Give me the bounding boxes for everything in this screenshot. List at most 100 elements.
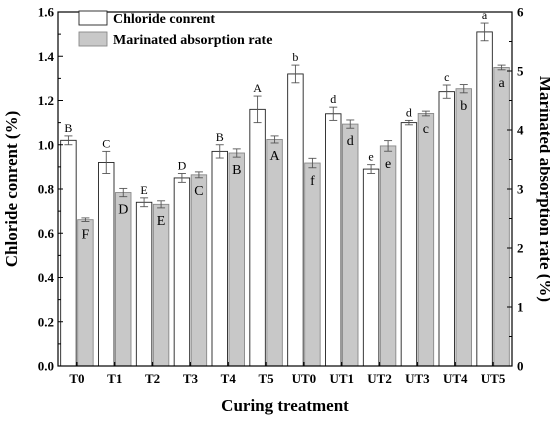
bar-absorption-T1 [115,192,132,367]
error-bar-absorption-UT0 [308,157,317,169]
error-bar-absorption-T0 [81,217,90,222]
bar-absorption-UT5 [493,67,510,367]
bar-absorption-UT4 [455,88,472,367]
error-bar-absorption-T4 [232,148,241,158]
error-bar-chloride-UT5 [480,22,489,42]
left-tick-label: 0.4 [38,270,55,285]
error-bar-chloride-T0 [64,135,73,146]
sig-letter-chloride-UT2: e [368,150,373,164]
bar-chloride-T2 [135,201,153,367]
sig-letter-chloride-UT5: a [482,8,488,22]
error-bar-absorption-UT2 [384,140,393,152]
error-bar-chloride-T2 [140,197,149,208]
legend-swatch-absorption [78,31,108,47]
sig-letter-absorption-T0: F [82,227,90,242]
bar-absorption-UT1 [342,123,359,367]
error-bar-chloride-UT3 [404,119,413,126]
sig-letter-absorption-T4: B [232,163,241,178]
left-tick-label: 1.6 [38,5,55,20]
error-bar-chloride-T4 [215,144,224,159]
right-tick-label: 4 [517,123,524,138]
bar-chloride-UT2 [362,168,380,367]
x-tick-label-T4: T4 [221,371,237,386]
sig-letter-absorption-UT0: f [310,174,315,189]
x-tick-label-T0: T0 [69,371,84,386]
bar-chloride-UT3 [400,122,418,367]
sig-letter-absorption-T3: C [194,184,203,199]
left-tick-label: 1.2 [38,93,54,108]
right-tick-label: 0 [517,359,524,374]
error-bar-absorption-T3 [194,171,203,179]
bar-chloride-UT5 [476,31,493,367]
sig-letter-absorption-T2: E [157,214,166,229]
x-axis: T0 T1 T2 T3 T4 T5 UT0 UT1 UT2 UT3 UT4 UT5 [69,362,506,386]
right-tick-label: 1 [517,300,524,315]
x-tick-label-UT0: UT0 [292,371,317,386]
bars-group [60,31,510,367]
sig-letter-absorption-UT4: b [460,99,467,114]
bar-chloride-T4 [211,150,228,367]
right-axis: 0 1 2 3 4 5 6 [507,5,524,374]
x-tick-label-UT1: UT1 [329,371,354,386]
sig-letter-absorption-UT5: a [498,76,505,91]
left-tick-label: 0.2 [38,314,54,329]
sig-letter-chloride-T1: C [102,136,110,150]
right-y-axis-title: Marinated absorption rate (%) [536,76,550,302]
bar-absorption-T3 [190,174,208,367]
left-tick-label: 0.0 [38,359,54,374]
left-tick-label: 1.4 [38,49,55,64]
error-bar-absorption-UT4 [459,84,468,94]
error-bar-absorption-UT1 [346,119,355,129]
x-tick-label-T5: T5 [258,371,274,386]
x-tick-label-T3: T3 [183,371,199,386]
sig-letter-chloride-UT1: d [330,92,336,106]
x-tick-label-UT4: UT4 [443,371,468,386]
legend-label-chloride: Chloride conrent [113,12,215,27]
error-bar-chloride-UT4 [442,84,451,99]
x-tick-label-T2: T2 [145,371,160,386]
bar-chloride-T1 [98,161,115,367]
bar-chloride-T3 [173,177,191,367]
x-tick-label-T1: T1 [107,371,122,386]
bar-chloride-UT1 [325,113,342,367]
error-bar-absorption-T2 [157,200,166,209]
error-bar-chloride-T3 [177,173,186,183]
sig-letter-absorption-T1: D [118,203,128,218]
x-axis-title: Curing treatment [221,396,349,415]
bar-chloride-UT0 [287,73,304,367]
sig-letter-absorption-UT3: c [423,122,429,137]
sig-letter-chloride-UT0: b [292,50,298,64]
bar-absorption-UT3 [417,113,435,367]
error-bar-absorption-UT3 [421,110,430,117]
left-axis: 0.0 0.2 0.4 0.6 0.8 1.0 1.2 1.4 1.6 [38,5,63,374]
bar-absorption-UT0 [304,162,321,367]
error-bar-chloride-UT1 [329,106,338,121]
error-bar-chloride-T5 [253,95,262,124]
x-tick-label-UT3: UT3 [405,371,430,386]
bar-absorption-T4 [228,152,245,367]
bar-chloride-T0 [60,139,77,367]
left-tick-label: 1.0 [38,137,54,152]
bar-absorption-UT2 [379,145,397,367]
error-bar-chloride-T1 [102,150,111,174]
right-tick-label: 5 [517,64,524,79]
error-bar-chloride-UT2 [367,164,376,174]
error-bars-group [64,22,506,222]
left-tick-label: 0.6 [38,226,55,241]
legend: Chloride conrent Marinated absorption ra… [78,10,272,48]
bar-chloride-T5 [249,108,266,367]
legend-swatch-chloride [78,10,108,26]
sig-letter-chloride-T0: B [64,121,72,135]
right-tick-label: 3 [517,182,524,197]
bar-absorption-T5 [266,138,283,367]
sig-letter-absorption-T5: A [270,149,281,164]
sig-letter-chloride-UT3: d [406,105,412,119]
x-tick-label-UT5: UT5 [481,371,506,386]
error-bar-chloride-UT0 [291,64,300,84]
x-tick-label-UT2: UT2 [367,371,392,386]
bar-chloride-UT4 [438,91,455,367]
sig-letter-absorption-UT2: e [385,157,391,172]
error-bar-absorption-T5 [270,135,279,144]
